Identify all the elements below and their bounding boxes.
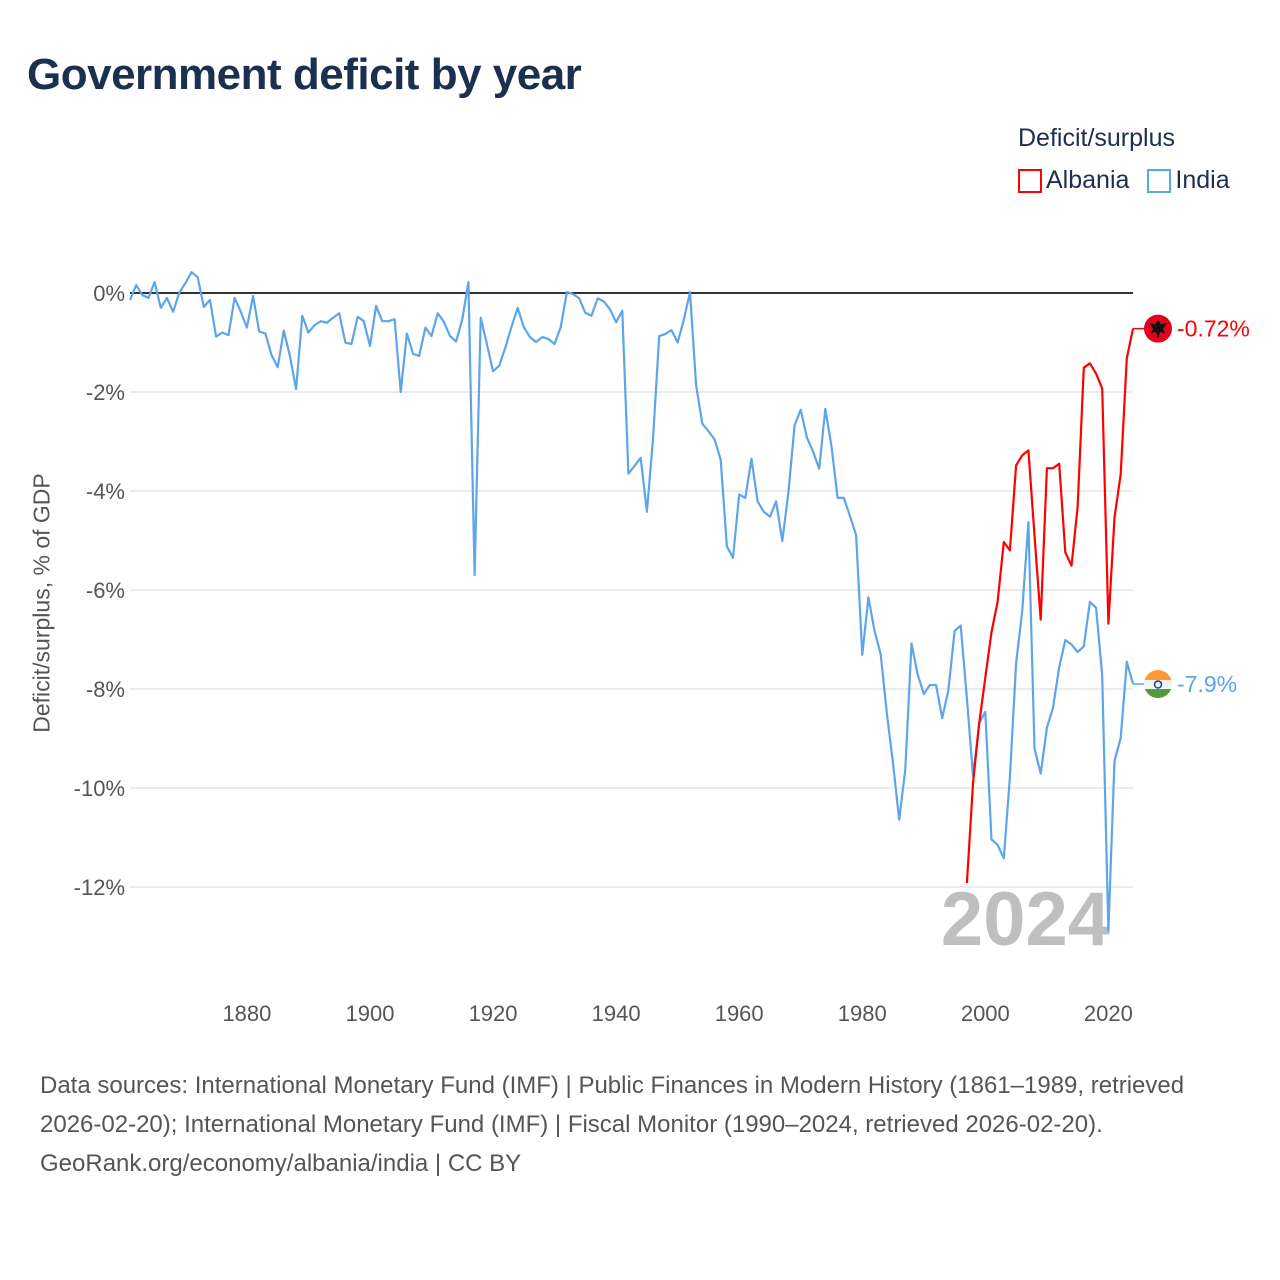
albania-series-line (965, 328, 1135, 884)
india-swatch (1147, 168, 1172, 193)
legend-title: Deficit/surplus (1018, 124, 1175, 152)
x-tick-label: 2000 (961, 1001, 1010, 1026)
legend-label: India (1175, 166, 1230, 194)
y-tick-label: -2% (86, 380, 125, 405)
current-year-label: 2024 (941, 877, 1110, 962)
data-sources: Data sources: International Monetary Fun… (40, 1072, 1185, 1138)
saffron-stripe (1144, 670, 1172, 681)
eagle-icon (1149, 319, 1167, 339)
x-tick-label: 1940 (592, 1001, 641, 1026)
white-stripe (1144, 680, 1172, 690)
x-tick-label: 1920 (469, 1001, 518, 1026)
albania-swatch (1018, 168, 1042, 193)
end-value-label: -7.9% (1177, 671, 1237, 697)
y-tick-label: -8% (86, 677, 125, 702)
y-tick-label: -12% (74, 875, 125, 900)
y-tick-label: 0% (93, 281, 125, 306)
x-tick-label: 1960 (715, 1001, 764, 1026)
india-series-line (128, 271, 1135, 932)
y-tick-label: -6% (86, 578, 125, 603)
x-tick-label: 2020 (1084, 1001, 1133, 1026)
legend-item-albania[interactable]: Albania (1018, 166, 1129, 195)
india-flag-icon (1144, 670, 1172, 699)
albania-flag-icon (1144, 314, 1172, 343)
end-value-label: -0.72% (1177, 316, 1250, 342)
flag-stripes (1144, 670, 1172, 699)
green-stripe (1144, 689, 1172, 699)
credit-link[interactable]: GeoRank.org/economy/albania/india | CC B… (40, 1150, 522, 1177)
footer: Data sources: International Monetary Fun… (40, 1066, 1250, 1183)
y-tick-label: -10% (74, 776, 125, 801)
legend: Albania India (1018, 166, 1230, 195)
legend-label: Albania (1046, 166, 1130, 194)
x-tick-label: 1880 (222, 1001, 271, 1026)
chakra-icon (1153, 680, 1163, 689)
legend-item-india[interactable]: India (1147, 166, 1230, 195)
chart-title: Government deficit by year (27, 50, 582, 99)
y-tick-label: -4% (86, 479, 125, 504)
x-tick-label: 1980 (838, 1001, 887, 1026)
x-tick-label: 1900 (346, 1001, 395, 1026)
